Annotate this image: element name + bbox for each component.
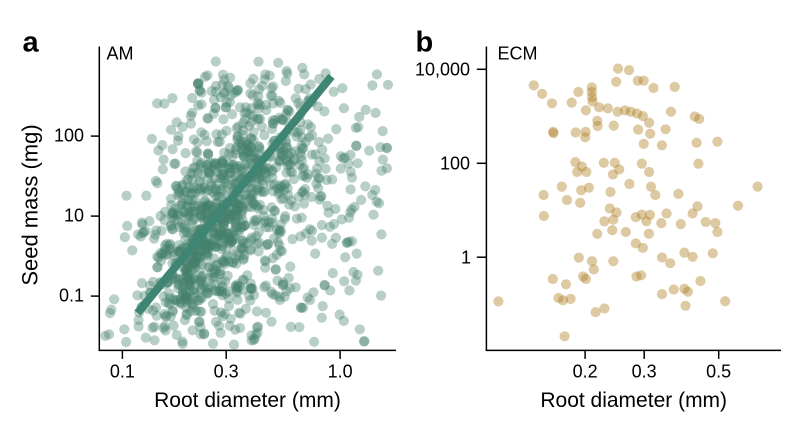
- svg-text:Seed mass (mg): Seed mass (mg): [18, 124, 43, 285]
- svg-text:b: b: [416, 27, 434, 59]
- svg-text:0.1: 0.1: [59, 286, 84, 306]
- svg-text:0.3: 0.3: [632, 362, 657, 382]
- svg-text:0.5: 0.5: [706, 362, 731, 382]
- svg-text:Root diameter (mm): Root diameter (mm): [540, 389, 727, 412]
- svg-text:100: 100: [440, 153, 470, 173]
- svg-text:a: a: [23, 27, 40, 59]
- svg-text:AM: AM: [107, 44, 134, 64]
- svg-text:0.2: 0.2: [573, 362, 598, 382]
- svg-text:1.0: 1.0: [328, 362, 353, 382]
- svg-text:1: 1: [461, 247, 471, 267]
- svg-text:Root diameter (mm): Root diameter (mm): [154, 389, 341, 412]
- svg-text:100: 100: [54, 126, 84, 146]
- svg-text:10,000: 10,000: [415, 59, 470, 79]
- svg-text:0.3: 0.3: [214, 362, 239, 382]
- svg-text:ECM: ECM: [498, 44, 538, 64]
- svg-text:0.1: 0.1: [110, 362, 135, 382]
- svg-text:10: 10: [64, 206, 84, 226]
